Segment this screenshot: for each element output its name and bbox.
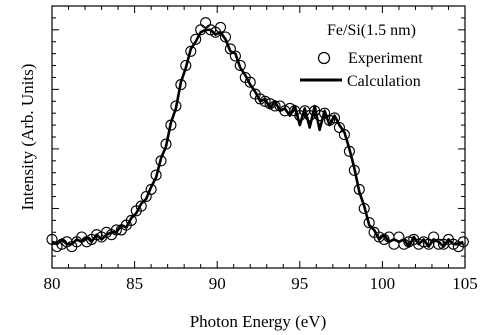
x-ticks <box>51 6 466 268</box>
experiment-point <box>229 50 241 62</box>
experiment-point <box>244 76 256 88</box>
experiment-point <box>125 214 137 226</box>
y-axis-label: Intensity (Arb. Units) <box>18 64 37 211</box>
experiment-point <box>269 100 281 112</box>
experiment-point <box>343 145 355 157</box>
y-ticks <box>52 17 465 257</box>
experiment-point <box>353 183 365 195</box>
experiment-point <box>135 200 147 212</box>
experiment-series <box>46 17 469 253</box>
experiment-point <box>328 112 341 124</box>
x-tick-label: 85 <box>126 274 143 293</box>
experiment-point <box>200 17 212 29</box>
x-tick-label: 80 <box>44 274 61 293</box>
experiment-point <box>234 59 246 72</box>
experiment-point <box>457 236 469 248</box>
experiment-point <box>363 217 375 229</box>
experiment-point <box>155 155 167 167</box>
x-tick-label: 90 <box>209 274 226 293</box>
plot-frame <box>51 5 466 269</box>
experiment-point <box>418 236 430 248</box>
experiment-point <box>145 183 157 195</box>
experiment-point <box>219 31 232 43</box>
legend-experiment-label: Experiment <box>348 50 423 67</box>
experiment-point <box>323 114 336 126</box>
x-tick-labels: 80 85 90 95 100 105 <box>44 274 478 293</box>
experiment-point <box>185 45 197 57</box>
legend: Fe/Si(1.5 nm) Experiment Calculation <box>300 22 423 90</box>
experiment-point <box>348 164 360 176</box>
legend-calculation-label: Calculation <box>347 73 421 90</box>
experiment-point <box>110 224 122 236</box>
experiment-point <box>170 100 182 112</box>
experiment-point <box>190 33 202 45</box>
experiment-point <box>358 202 370 215</box>
legend-experiment-marker <box>317 51 331 65</box>
experiment-point <box>314 110 326 122</box>
experiment-point <box>338 129 350 141</box>
experiment-point <box>214 21 227 33</box>
x-tick-label: 105 <box>452 274 478 293</box>
experiment-point <box>150 169 162 181</box>
legend-annotation: Fe/Si(1.5 nm) <box>327 22 416 39</box>
x-tick-label: 100 <box>370 274 396 293</box>
experiment-point <box>160 138 172 150</box>
x-axis-label: Photon Energy (eV) <box>190 312 327 331</box>
experiment-point <box>175 79 187 91</box>
experiment-point <box>180 59 192 72</box>
experiment-point <box>259 95 271 107</box>
experiment-point <box>165 119 177 131</box>
x-tick-label: 95 <box>291 274 308 293</box>
experiment-point <box>433 238 445 250</box>
